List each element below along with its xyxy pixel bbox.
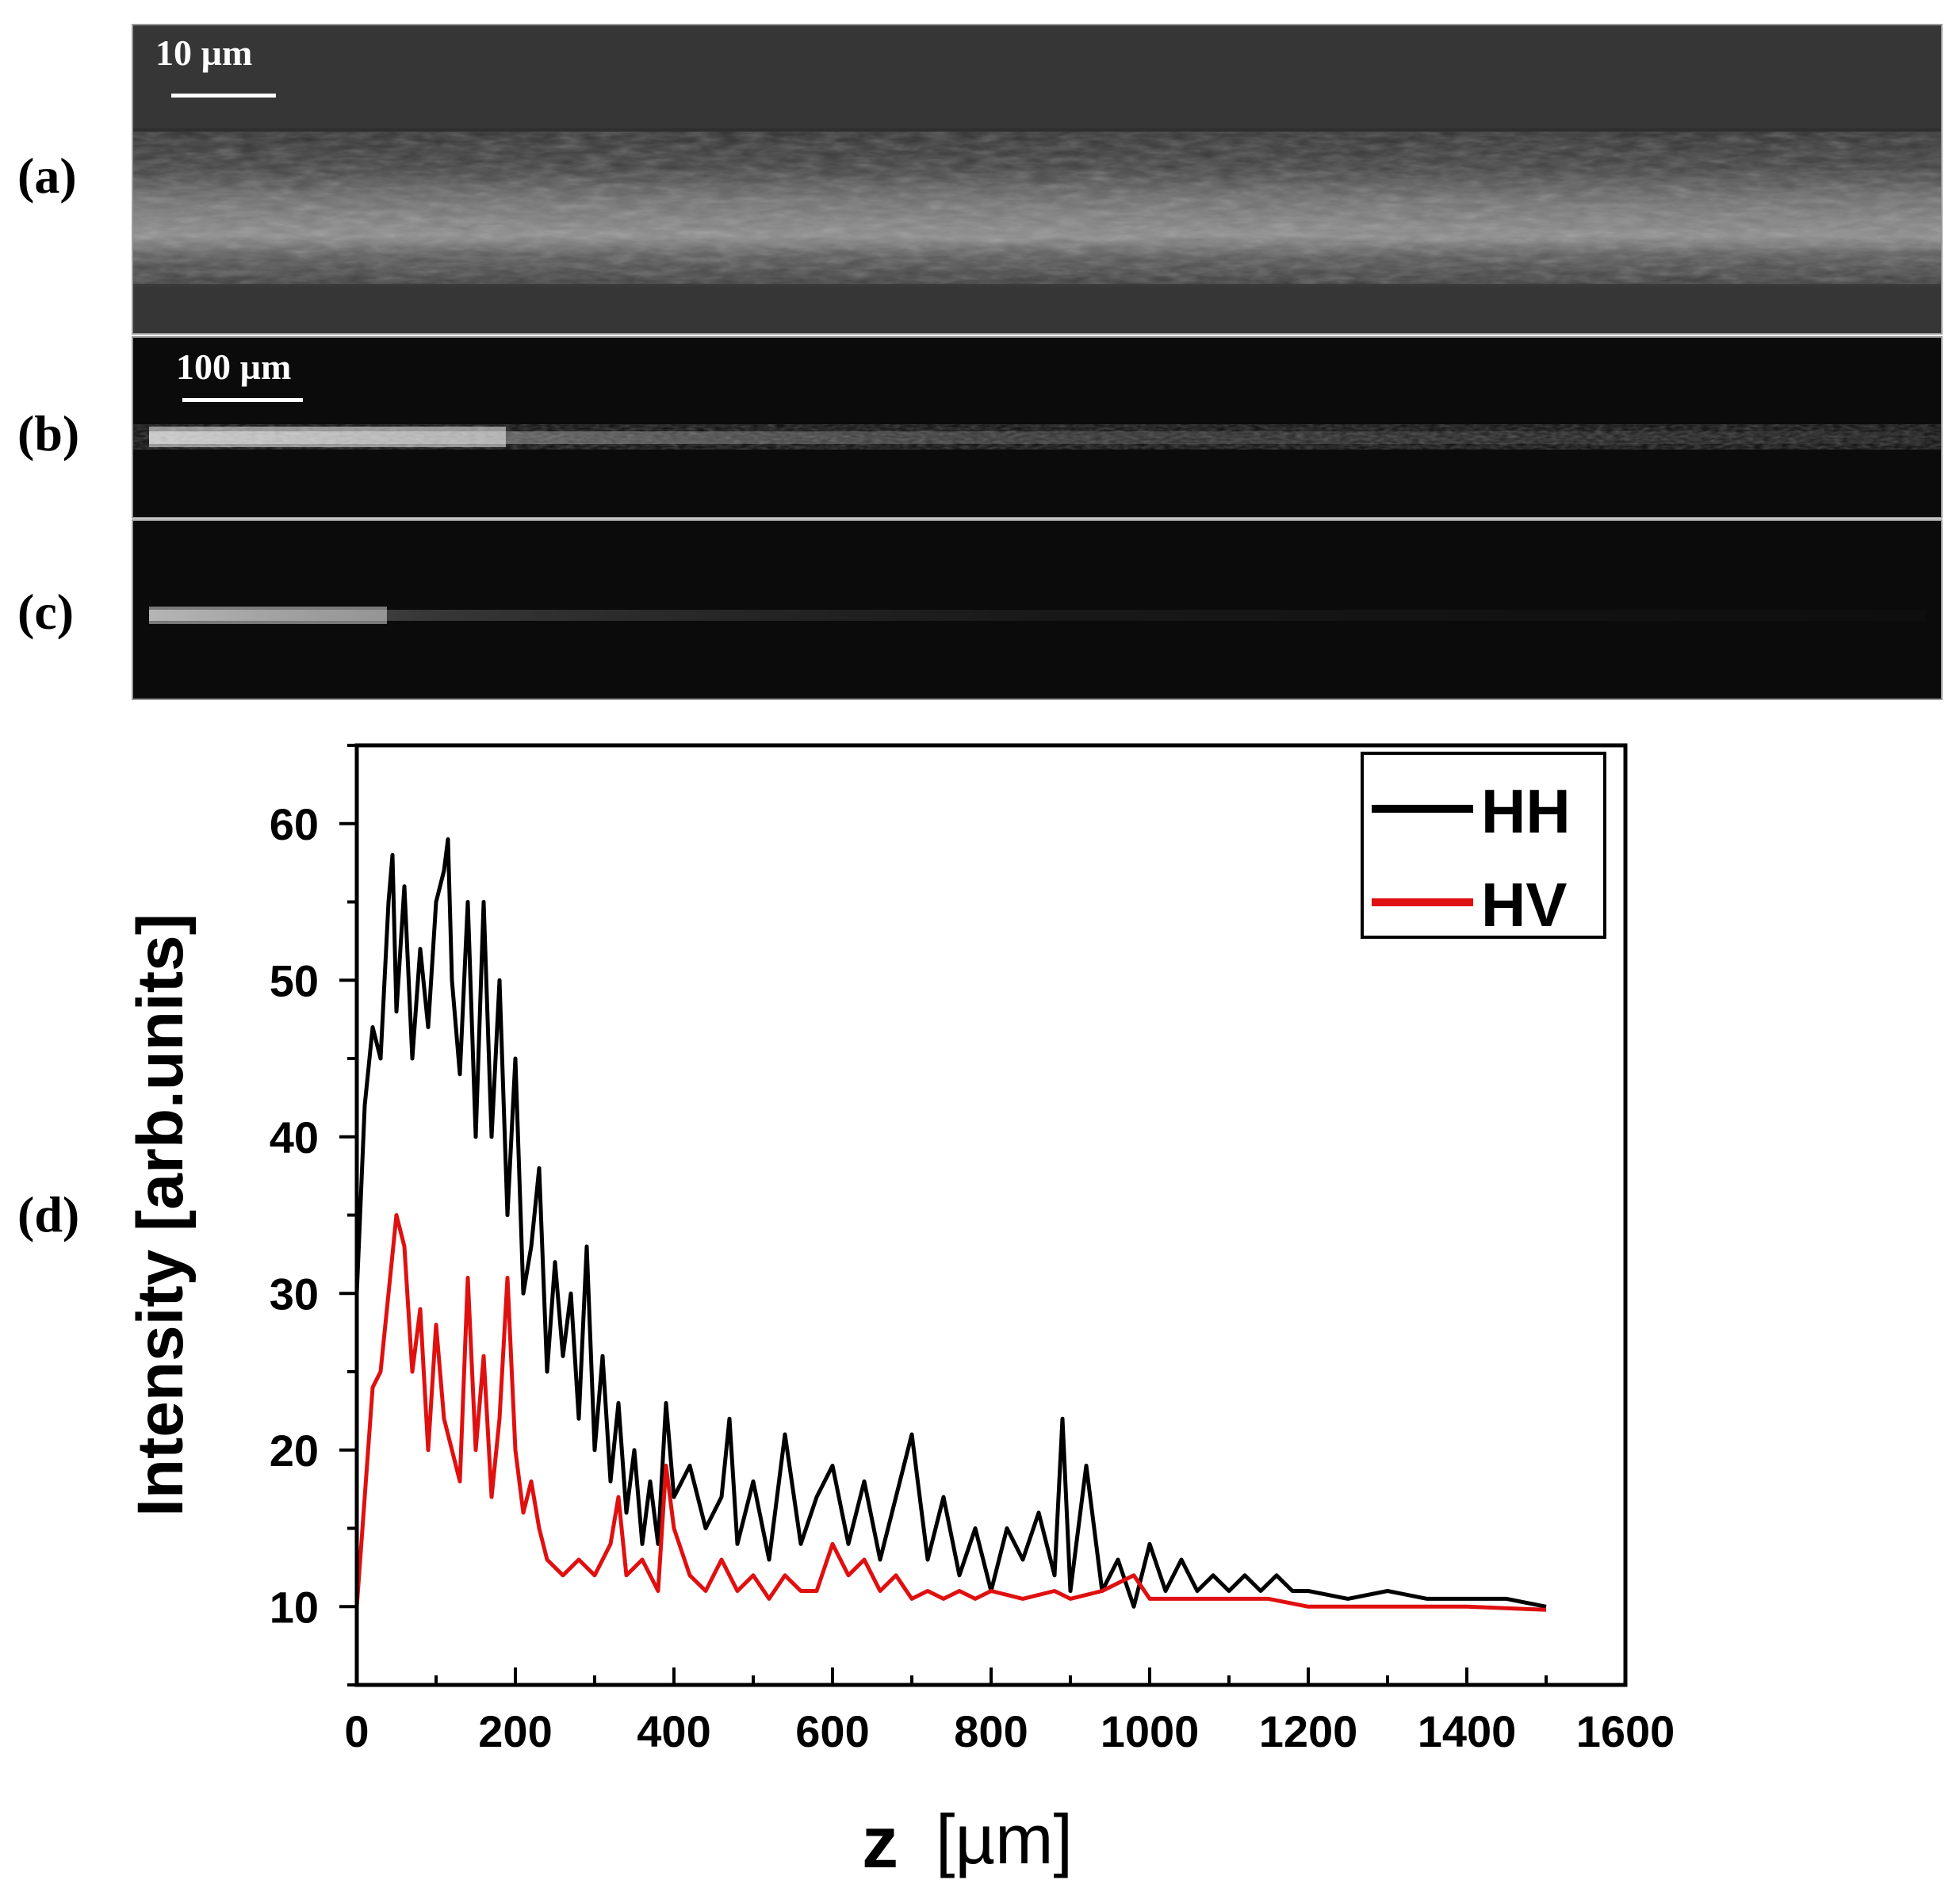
x-tick-label: 1400: [1418, 1706, 1517, 1756]
x-tick-label: 200: [478, 1706, 552, 1756]
intensity-chart: 0 200 400 600 800 1000 1200 1400 1600 10 20 30 40 50…: [124, 743, 1675, 1883]
micrograph-c: [132, 519, 1943, 700]
micrograph-c-image: [133, 521, 1941, 699]
micrograph-a-image: [133, 25, 1941, 333]
scale-bar-label-a: 10 µm: [155, 33, 253, 73]
micrograph-b: [132, 336, 1943, 519]
scale-bar-b: [182, 398, 303, 402]
x-axis-title: z: [862, 1802, 898, 1883]
series-line-hh: [354, 837, 1547, 1609]
panel-label-d: (d): [17, 1186, 80, 1242]
micrograph-a: [132, 24, 1943, 335]
y-axis-title: Intensity [arb.units]: [124, 913, 197, 1517]
x-tick-label: 1000: [1101, 1706, 1200, 1756]
y-tick-label: 40: [270, 1112, 319, 1162]
series-line-hv: [354, 1213, 1547, 1612]
x-tick-label: 1200: [1259, 1706, 1358, 1756]
x-tick-label: 1600: [1576, 1706, 1675, 1756]
x-tick-label: 800: [954, 1706, 1028, 1756]
y-tick-label: 10: [270, 1582, 319, 1632]
legend-label-hh: HH: [1481, 776, 1571, 846]
legend-label-hv: HV: [1481, 870, 1567, 940]
y-tick-label: 50: [270, 955, 319, 1005]
y-tick-label: 30: [270, 1269, 319, 1319]
panel-label-b: (b): [17, 405, 80, 461]
y-tick-label: 60: [270, 799, 319, 849]
scale-bar-a: [171, 94, 276, 98]
micrograph-b-image: [133, 338, 1941, 517]
x-tick-label: 600: [795, 1706, 869, 1756]
legend: HH HV: [1361, 752, 1606, 940]
x-tick-label: 0: [344, 1706, 369, 1756]
scale-bar-label-b: 100 µm: [176, 346, 292, 387]
legend-box: [1361, 752, 1606, 939]
x-tick-label: 400: [637, 1706, 710, 1756]
x-axis-unit: [µm]: [936, 1800, 1073, 1878]
panel-label-c: (c): [17, 584, 75, 640]
panel-label-a: (a): [17, 147, 77, 204]
y-tick-label: 20: [270, 1426, 319, 1476]
